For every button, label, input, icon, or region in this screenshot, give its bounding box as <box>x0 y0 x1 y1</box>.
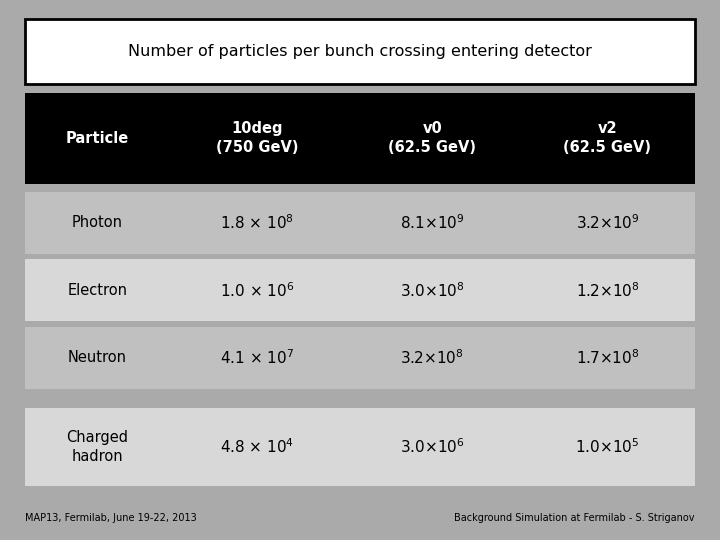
Text: 3.0×10$^{8}$: 3.0×10$^{8}$ <box>400 281 464 300</box>
Text: Electron: Electron <box>67 283 127 298</box>
Bar <box>25 192 169 254</box>
Text: Number of particles per bunch crossing entering detector: Number of particles per bunch crossing e… <box>128 44 592 59</box>
Text: MAP13, Fermilab, June 19-22, 2013: MAP13, Fermilab, June 19-22, 2013 <box>25 514 197 523</box>
Text: 4.8 × 10$^{4}$: 4.8 × 10$^{4}$ <box>220 437 294 456</box>
Bar <box>345 93 520 184</box>
Text: Particle: Particle <box>66 131 129 146</box>
Bar <box>25 327 169 389</box>
Text: v0
(62.5 GeV): v0 (62.5 GeV) <box>388 122 477 155</box>
Bar <box>345 408 520 486</box>
Text: 8.1×10$^{9}$: 8.1×10$^{9}$ <box>400 213 464 232</box>
Text: 3.0×10$^{6}$: 3.0×10$^{6}$ <box>400 437 464 456</box>
Bar <box>345 192 520 254</box>
Bar <box>345 327 520 389</box>
Text: 1.2×10$^{8}$: 1.2×10$^{8}$ <box>575 281 639 300</box>
Bar <box>25 19 695 84</box>
Text: 4.1 × 10$^{7}$: 4.1 × 10$^{7}$ <box>220 348 294 367</box>
Bar <box>25 408 169 486</box>
Text: Photon: Photon <box>72 215 122 230</box>
Text: Neutron: Neutron <box>68 350 127 365</box>
Bar <box>25 93 169 184</box>
Bar <box>169 327 345 389</box>
Text: 1.0 × 10$^{6}$: 1.0 × 10$^{6}$ <box>220 281 294 300</box>
Bar <box>345 259 520 321</box>
Text: 1.7×10$^{8}$: 1.7×10$^{8}$ <box>576 348 639 367</box>
Bar <box>520 259 695 321</box>
Bar <box>169 259 345 321</box>
Bar <box>520 408 695 486</box>
Text: Charged
hadron: Charged hadron <box>66 430 128 464</box>
Bar <box>520 327 695 389</box>
Text: 3.2×10$^{9}$: 3.2×10$^{9}$ <box>575 213 639 232</box>
Text: 3.2×10$^{8}$: 3.2×10$^{8}$ <box>400 348 464 367</box>
Bar <box>169 192 345 254</box>
Text: Background Simulation at Fermilab - S. Striganov: Background Simulation at Fermilab - S. S… <box>454 514 695 523</box>
Bar <box>169 408 345 486</box>
Text: 1.8 × 10$^{8}$: 1.8 × 10$^{8}$ <box>220 213 294 232</box>
Text: 10deg
(750 GeV): 10deg (750 GeV) <box>215 122 298 155</box>
Bar <box>169 93 345 184</box>
Text: 1.0×10$^{5}$: 1.0×10$^{5}$ <box>575 437 639 456</box>
Text: v2
(62.5 GeV): v2 (62.5 GeV) <box>564 122 652 155</box>
Bar <box>25 259 169 321</box>
Bar <box>520 93 695 184</box>
Bar <box>520 192 695 254</box>
